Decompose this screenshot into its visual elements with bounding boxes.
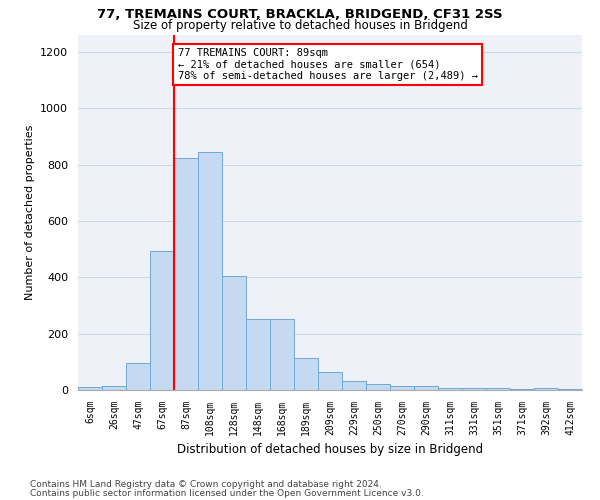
Bar <box>414 386 438 390</box>
Bar <box>390 386 414 390</box>
Bar <box>222 276 246 390</box>
Bar <box>150 250 174 390</box>
Text: Contains HM Land Registry data © Crown copyright and database right 2024.: Contains HM Land Registry data © Crown c… <box>30 480 382 489</box>
Bar <box>126 362 150 390</box>
Bar <box>366 384 390 390</box>
Y-axis label: Number of detached properties: Number of detached properties <box>25 125 35 300</box>
Bar <box>294 358 318 390</box>
Bar <box>174 158 198 390</box>
Bar <box>270 318 294 390</box>
Bar <box>462 388 486 390</box>
Bar <box>102 386 126 390</box>
Bar <box>438 388 462 390</box>
Bar <box>198 152 222 390</box>
Text: Contains public sector information licensed under the Open Government Licence v3: Contains public sector information licen… <box>30 488 424 498</box>
Bar <box>486 388 510 390</box>
Bar <box>318 372 342 390</box>
Bar <box>342 381 366 390</box>
Text: Size of property relative to detached houses in Bridgend: Size of property relative to detached ho… <box>133 19 467 32</box>
Text: 77, TREMAINS COURT, BRACKLA, BRIDGEND, CF31 2SS: 77, TREMAINS COURT, BRACKLA, BRIDGEND, C… <box>97 8 503 20</box>
Bar <box>246 318 270 390</box>
Text: 77 TREMAINS COURT: 89sqm
← 21% of detached houses are smaller (654)
78% of semi-: 77 TREMAINS COURT: 89sqm ← 21% of detach… <box>178 48 478 81</box>
X-axis label: Distribution of detached houses by size in Bridgend: Distribution of detached houses by size … <box>177 444 483 456</box>
Bar <box>534 388 558 390</box>
Bar <box>78 387 102 390</box>
